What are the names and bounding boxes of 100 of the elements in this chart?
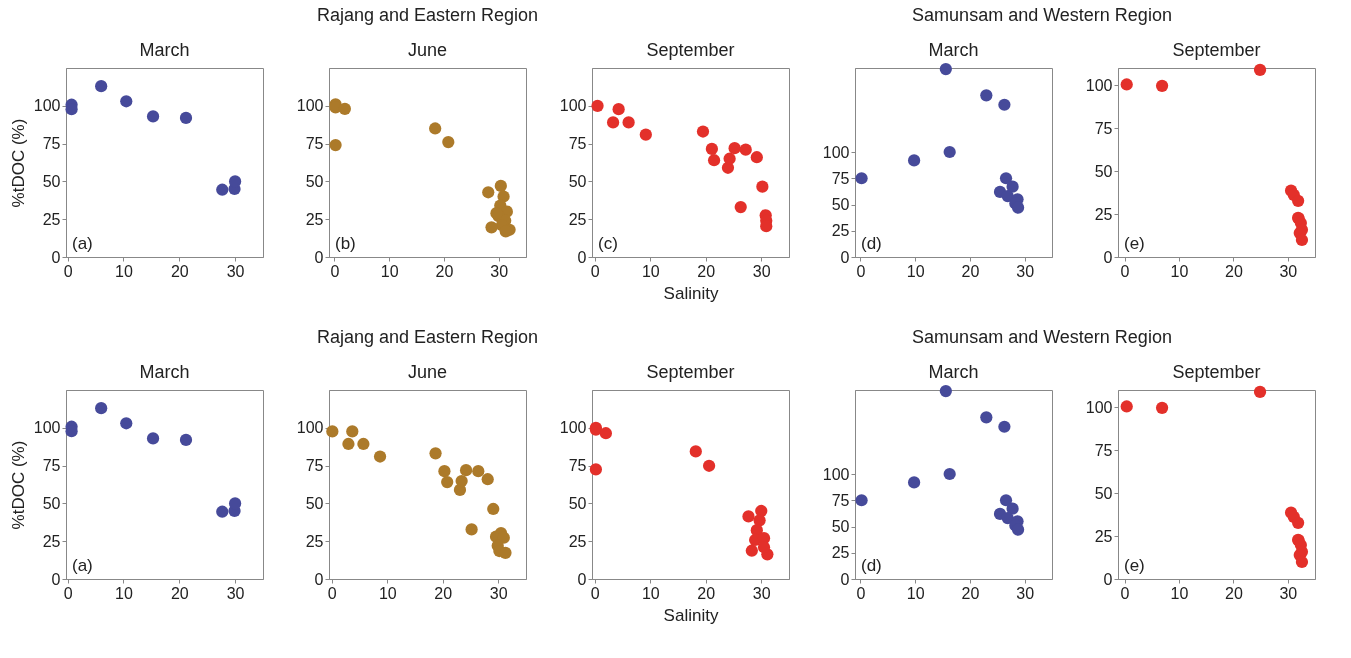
point <box>95 80 108 93</box>
y-tick-label: 50 <box>831 518 850 535</box>
x-tick-label: 0 <box>1120 262 1130 280</box>
x-tick-label: 20 <box>1224 584 1243 602</box>
y-tick-label: 50 <box>831 196 850 213</box>
point <box>999 494 1013 507</box>
y-tick-label: 100 <box>33 97 61 115</box>
x-tick-label: 20 <box>961 584 980 602</box>
annotation: (d) <box>861 556 882 575</box>
x-tick-label: 30 <box>226 262 245 280</box>
annotation: (a) <box>72 556 93 575</box>
y-tick-label: 75 <box>568 457 587 475</box>
y-tick-label: 0 <box>1103 248 1113 266</box>
point <box>980 411 993 424</box>
y-tick-label: 50 <box>568 494 587 512</box>
annotation: (e) <box>1124 234 1145 253</box>
point <box>120 417 133 430</box>
chart-title: September <box>646 40 735 60</box>
x-tick-label: 20 <box>170 262 189 280</box>
y-tick-label: 75 <box>42 135 61 153</box>
chart-title: September <box>1172 362 1261 382</box>
y-tick-label: 100 <box>1085 398 1113 416</box>
annotation: (b) <box>335 234 356 253</box>
point <box>1001 189 1014 203</box>
point <box>373 450 387 463</box>
y-tick-label: 50 <box>42 172 61 190</box>
y-tick-label: 25 <box>305 532 324 550</box>
x-tick-label: 0 <box>1120 584 1130 602</box>
y-tick-label: 25 <box>305 210 324 228</box>
annotation: (d) <box>861 234 882 253</box>
x-tick-label: 10 <box>906 262 925 280</box>
point <box>589 463 603 476</box>
point <box>95 402 108 415</box>
x-tick-label: 30 <box>489 584 508 602</box>
annotation: (c) <box>598 234 618 253</box>
point <box>438 465 451 478</box>
point <box>1292 194 1305 207</box>
point <box>998 98 1011 111</box>
chart-subtitle: Samunsam and Western Region <box>912 5 1172 25</box>
point <box>146 110 160 123</box>
point <box>216 183 229 196</box>
point <box>728 142 741 155</box>
point <box>472 465 485 478</box>
x-tick-label: 30 <box>1016 584 1035 602</box>
point <box>1001 511 1014 525</box>
point <box>228 175 242 188</box>
y-axis-title: %tDOC (%) <box>8 440 28 530</box>
point <box>943 467 956 481</box>
y-tick-label: 100 <box>296 419 324 437</box>
point <box>487 502 500 516</box>
annotation: (e) <box>1124 556 1145 575</box>
point <box>639 128 652 141</box>
x-tick-label: 10 <box>641 584 660 602</box>
point <box>429 122 442 135</box>
y-tick-label: 75 <box>568 135 587 153</box>
point <box>1011 201 1025 214</box>
point <box>465 523 478 536</box>
point <box>485 221 498 234</box>
x-tick-label: 10 <box>378 584 397 602</box>
point <box>482 186 495 199</box>
point <box>441 475 454 489</box>
y-tick-label: 25 <box>568 532 587 550</box>
y-tick-label: 50 <box>305 494 324 512</box>
chart-title: June <box>407 40 448 60</box>
x-tick-label: 10 <box>641 262 660 280</box>
point <box>1006 502 1019 515</box>
y-tick-label: 75 <box>305 457 324 475</box>
point <box>599 427 612 440</box>
chart-title: March <box>139 362 190 382</box>
x-tick-label: 20 <box>697 584 716 602</box>
point <box>750 151 763 164</box>
y-tick-label: 25 <box>42 532 61 550</box>
y-tick-label: 25 <box>831 544 850 562</box>
point <box>216 505 229 518</box>
y-tick-label: 25 <box>831 222 850 240</box>
point <box>459 464 473 477</box>
x-tick-label: 10 <box>906 584 925 602</box>
chart-subtitle: Rajang and Eastern Region <box>316 5 539 25</box>
y-tick-label: 50 <box>1094 484 1113 502</box>
point <box>723 152 736 165</box>
x-tick-label: 0 <box>856 262 866 280</box>
y-tick-label: 0 <box>314 248 324 266</box>
y-tick-label: 25 <box>568 210 587 228</box>
x-tick-label: 30 <box>1279 584 1298 602</box>
point <box>907 476 921 489</box>
x-axis-title: Salinity <box>663 605 719 625</box>
point <box>612 103 625 116</box>
y-tick-label: 0 <box>840 248 850 266</box>
chart-title: September <box>1172 40 1261 60</box>
point <box>1120 400 1133 413</box>
y-tick-label: 0 <box>577 570 587 588</box>
y-tick-label: 100 <box>33 419 61 437</box>
chart-title: March <box>928 40 979 60</box>
y-tick-label: 100 <box>822 143 850 161</box>
y-tick-label: 100 <box>296 97 324 115</box>
point <box>499 546 512 559</box>
point <box>342 437 355 451</box>
y-tick-label: 75 <box>831 491 850 509</box>
point <box>705 142 718 155</box>
y-tick-label: 0 <box>314 570 324 588</box>
